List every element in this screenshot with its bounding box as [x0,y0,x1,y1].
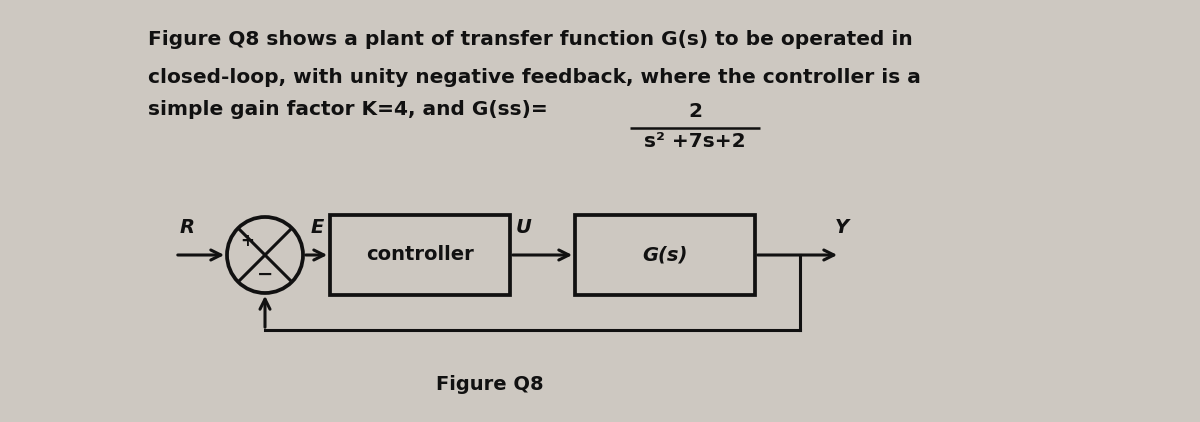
Text: +: + [240,232,253,249]
Text: controller: controller [366,246,474,265]
Text: Figure Q8 shows a plant of transfer function G(s) to be operated in: Figure Q8 shows a plant of transfer func… [148,30,913,49]
Text: Figure Q8: Figure Q8 [436,375,544,394]
Text: simple gain factor K=4, and G(ss)=: simple gain factor K=4, and G(ss)= [148,100,547,119]
Text: E: E [311,218,324,237]
Text: closed-loop, with unity negative feedback, where the controller is a: closed-loop, with unity negative feedbac… [148,68,920,87]
Text: R: R [180,218,194,237]
Text: U: U [516,218,532,237]
Text: G(s): G(s) [642,246,688,265]
Bar [575,215,755,295]
Text: Y: Y [835,218,850,237]
Text: −: − [257,265,274,284]
Text: 2: 2 [688,102,702,121]
Bar [330,215,510,295]
Text: s² +7s+2: s² +7s+2 [644,132,746,151]
